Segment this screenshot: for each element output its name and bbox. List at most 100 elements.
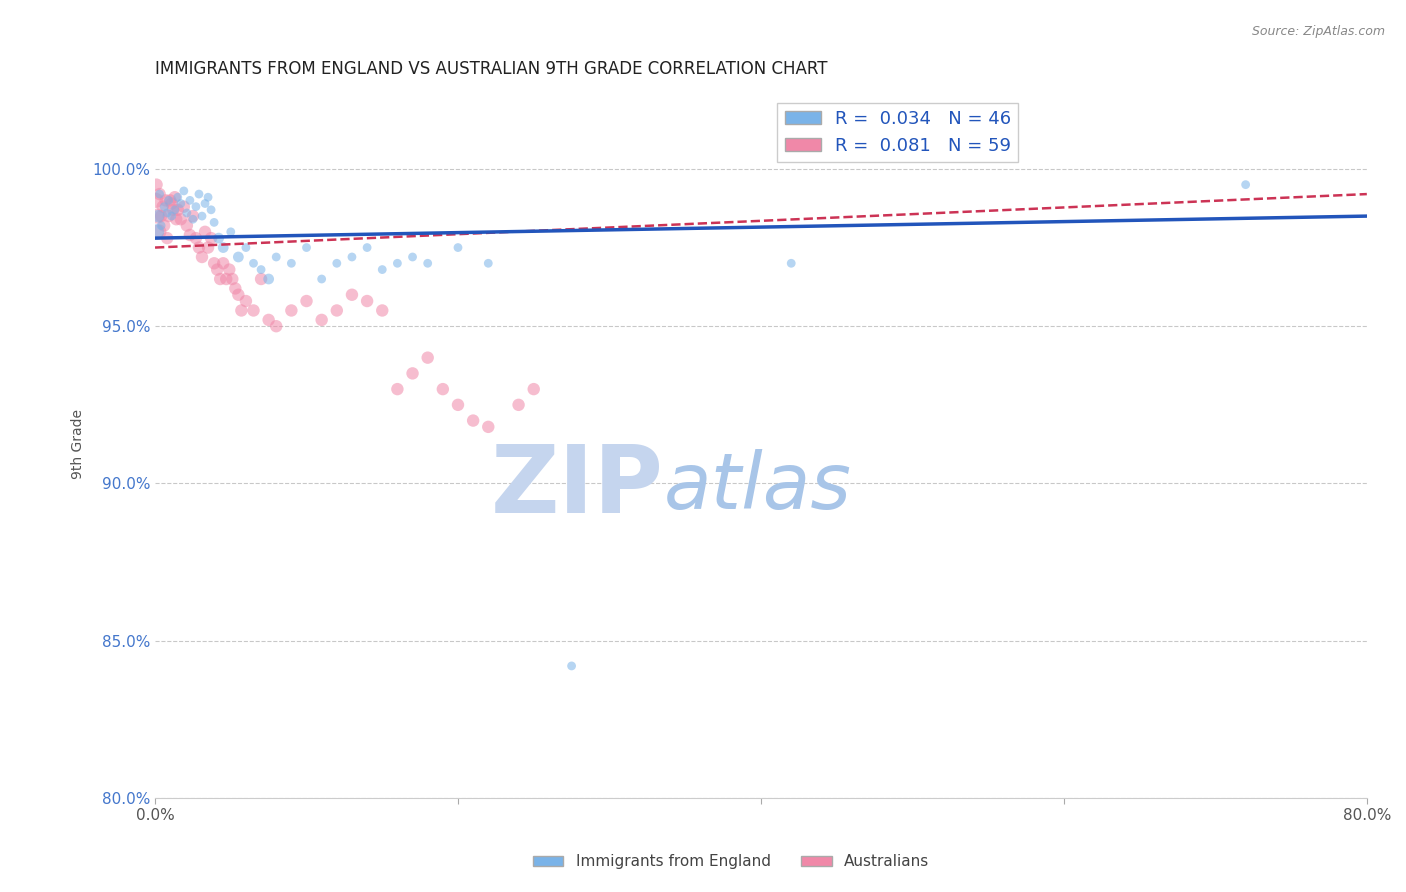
Point — [184, 200, 207, 214]
Point — [242, 303, 264, 318]
Point — [145, 178, 167, 192]
Point — [197, 241, 219, 255]
Legend: Immigrants from England, Australians: Immigrants from England, Australians — [527, 848, 935, 875]
Point — [780, 256, 803, 270]
Point — [326, 256, 349, 270]
Point — [250, 262, 273, 277]
Point — [326, 303, 349, 318]
Point — [188, 241, 211, 255]
Point — [264, 250, 287, 264]
Point — [194, 225, 217, 239]
Point — [163, 190, 186, 204]
Point — [152, 200, 174, 214]
Point — [173, 200, 195, 214]
Point — [311, 313, 333, 327]
Point — [191, 209, 214, 223]
Point — [191, 250, 214, 264]
Point — [224, 281, 246, 295]
Point — [170, 196, 193, 211]
Point — [209, 272, 232, 286]
Point — [153, 200, 176, 214]
Point — [218, 262, 240, 277]
Point — [160, 209, 183, 223]
Point — [242, 256, 264, 270]
Point — [235, 241, 257, 255]
Point — [416, 256, 439, 270]
Y-axis label: 9th Grade: 9th Grade — [72, 409, 86, 479]
Point — [257, 272, 280, 286]
Point — [165, 212, 187, 227]
Point — [387, 256, 409, 270]
Point — [523, 382, 546, 396]
Point — [149, 187, 172, 202]
Point — [163, 202, 186, 217]
Point — [215, 272, 238, 286]
Point — [156, 231, 179, 245]
Point — [153, 219, 176, 233]
Point — [387, 382, 409, 396]
Point — [1234, 178, 1257, 192]
Point — [150, 209, 173, 223]
Point — [205, 262, 228, 277]
Point — [371, 303, 394, 318]
Point — [219, 225, 242, 239]
Point — [228, 250, 250, 264]
Point — [356, 241, 378, 255]
Point — [162, 202, 184, 217]
Point — [340, 287, 363, 301]
Point — [447, 241, 470, 255]
Point — [146, 209, 169, 223]
Point — [508, 398, 530, 412]
Point — [221, 272, 243, 286]
Point — [148, 225, 170, 239]
Point — [166, 190, 188, 204]
Point — [561, 659, 583, 673]
Point — [159, 194, 181, 208]
Point — [228, 287, 250, 301]
Point — [202, 256, 225, 270]
Point — [257, 313, 280, 327]
Point — [356, 293, 378, 308]
Text: Source: ZipAtlas.com: Source: ZipAtlas.com — [1251, 25, 1385, 38]
Point — [447, 398, 470, 412]
Point — [145, 225, 167, 239]
Point — [477, 256, 499, 270]
Point — [416, 351, 439, 365]
Point — [280, 256, 302, 270]
Text: atlas: atlas — [664, 449, 852, 524]
Point — [340, 250, 363, 264]
Point — [197, 190, 219, 204]
Text: IMMIGRANTS FROM ENGLAND VS AUSTRALIAN 9TH GRADE CORRELATION CHART: IMMIGRANTS FROM ENGLAND VS AUSTRALIAN 9T… — [155, 60, 828, 78]
Point — [200, 202, 222, 217]
Point — [155, 194, 177, 208]
Point — [202, 215, 225, 229]
Point — [194, 196, 217, 211]
Point — [176, 206, 198, 220]
Point — [231, 303, 253, 318]
Point — [179, 227, 201, 242]
Point — [145, 194, 167, 208]
Point — [181, 209, 204, 223]
Point — [156, 206, 179, 220]
Point — [295, 293, 318, 308]
Point — [401, 367, 423, 381]
Point — [264, 319, 287, 334]
Point — [160, 196, 183, 211]
Point — [280, 303, 302, 318]
Point — [235, 293, 257, 308]
Point — [181, 212, 204, 227]
Point — [477, 420, 499, 434]
Point — [184, 231, 207, 245]
Point — [250, 272, 273, 286]
Legend: R =  0.034   N = 46, R =  0.081   N = 59: R = 0.034 N = 46, R = 0.081 N = 59 — [778, 103, 1018, 162]
Point — [150, 219, 173, 233]
Text: ZIP: ZIP — [491, 441, 664, 533]
Point — [146, 209, 169, 223]
Point — [208, 231, 231, 245]
Point — [295, 241, 318, 255]
Point — [200, 231, 222, 245]
Point — [173, 184, 195, 198]
Point — [212, 241, 235, 255]
Point — [166, 202, 188, 217]
Point — [170, 212, 193, 227]
